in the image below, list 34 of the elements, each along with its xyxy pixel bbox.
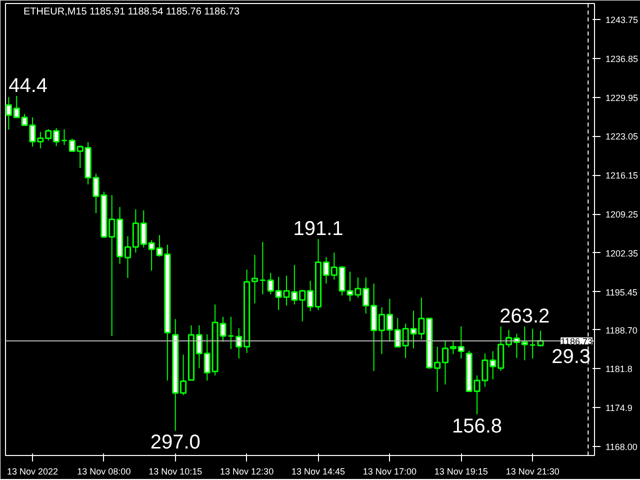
y-tick-label: 1168.00 xyxy=(606,442,638,452)
candlestick xyxy=(251,254,258,304)
x-tick-label: 13 Nov 21:30 xyxy=(506,466,560,476)
x-tick-label: 13 Nov 2022 xyxy=(6,466,58,476)
y-tick-label: 1216.15 xyxy=(606,170,638,181)
y-tick-label: 1229.95 xyxy=(606,92,638,103)
x-tick-label: 13 Nov 17:00 xyxy=(362,466,416,476)
x-tick-label: 13 Nov 08:00 xyxy=(77,466,131,476)
annotation: 191.1 xyxy=(293,218,344,240)
annotation: 44.4 xyxy=(8,74,48,97)
candlestick xyxy=(529,328,536,360)
x-tick-label: 13 Nov 19:15 xyxy=(434,466,488,476)
y-tick-label: 1188.70 xyxy=(606,325,638,336)
y-tick-label: 1202.35 xyxy=(606,248,638,258)
annotation: 297.0 xyxy=(150,432,200,454)
y-tick-label: 1174.9 xyxy=(606,403,632,414)
y-tick-label: 1209.25 xyxy=(606,210,638,220)
ref-line-label: 1186.73 xyxy=(560,336,593,346)
y-tick-label: 1223.05 xyxy=(606,132,638,142)
y-tick-label: 1236.85 xyxy=(606,54,638,64)
candlestick xyxy=(259,241,266,295)
candlestick xyxy=(228,316,234,350)
chart-title: ETHEUR,M15 1185.91 1188.54 1185.76 1186.73 xyxy=(24,6,240,18)
candlestick xyxy=(537,330,544,347)
x-tick-label: 13 Nov 14:45 xyxy=(291,466,346,476)
y-tick-label: 1243.75 xyxy=(606,15,638,26)
x-tick-label: 13 Nov 12:30 xyxy=(220,466,274,476)
candlestick xyxy=(60,128,68,146)
annotation: 156.8 xyxy=(452,415,502,438)
y-tick-label: 1181.8 xyxy=(606,364,632,374)
annotation: 29.3 xyxy=(552,346,591,368)
x-tick-label: 13 Nov 10:15 xyxy=(148,466,202,476)
annotation: 263.2 xyxy=(500,305,550,328)
y-tick-label: 1195.45 xyxy=(606,287,638,298)
